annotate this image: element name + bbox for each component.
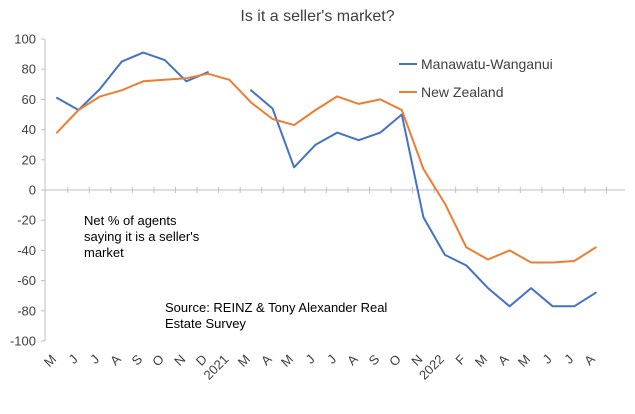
x-tick-label: J [540, 352, 555, 367]
x-tick-label: M [41, 352, 59, 370]
chart-title: Is it a seller's market? [240, 8, 395, 25]
x-tick-label: J [87, 352, 102, 367]
x-tick-label: M [235, 352, 253, 370]
x-tick-label: 2022 [416, 352, 447, 383]
x-tick-label: 2021 [200, 352, 231, 383]
y-unit-note: market [84, 245, 124, 260]
x-tick-label: M [515, 352, 533, 370]
y-tick-label: -40 [17, 243, 36, 258]
legend-label: New Zealand [421, 84, 504, 100]
x-tick-label: A [495, 351, 512, 368]
legend-label: Manawatu-Wanganui [421, 56, 553, 72]
y-tick-label: -100 [10, 334, 36, 349]
series-layer [56, 51, 597, 308]
y-tick-label: -60 [17, 273, 36, 288]
y-tick-label: 100 [14, 32, 36, 47]
x-tick-label: J [65, 352, 80, 367]
series-line-new-zealand [56, 72, 597, 264]
legend: Manawatu-Wanganui New Zealand [399, 56, 553, 100]
y-unit-note: Net % of agents [84, 213, 177, 228]
x-tick-label: A [344, 351, 361, 368]
x-tick-label: J [324, 352, 339, 367]
y-tick-label: 20 [22, 152, 36, 167]
x-tick-label: M [278, 352, 296, 370]
x-tick-label: F [452, 351, 468, 367]
x-tick-label: A [107, 351, 124, 368]
series-line-manawatu-wanganui [56, 51, 597, 308]
y-tick-label: 80 [22, 62, 36, 77]
x-tick-label: S [129, 351, 146, 368]
x-tick-label: J [561, 352, 576, 367]
y-unit-note: saying it is a seller's [84, 229, 200, 244]
x-tick-label: O [149, 352, 167, 370]
x-tick-label: N [171, 352, 188, 369]
source-note: Source: REINZ & Tony Alexander Real [165, 300, 387, 315]
x-tick-label: A [581, 351, 598, 368]
x-tick-label: S [366, 351, 383, 368]
y-tick-label: 60 [22, 92, 36, 107]
source-note: Estate Survey [165, 316, 246, 331]
y-tick-label: -80 [17, 303, 36, 318]
y-tick-label: 40 [22, 122, 36, 137]
y-tick-label: -20 [17, 213, 36, 228]
x-tick-label: O [386, 352, 404, 370]
x-tick-label: J [303, 352, 318, 367]
x-tick-label: A [258, 351, 275, 368]
y-tick-label: 0 [29, 183, 36, 198]
x-tick-label: M [472, 352, 490, 370]
y-axis: 100 80 60 40 20 0 -20 -40 -60 -80 -100 [10, 32, 46, 349]
